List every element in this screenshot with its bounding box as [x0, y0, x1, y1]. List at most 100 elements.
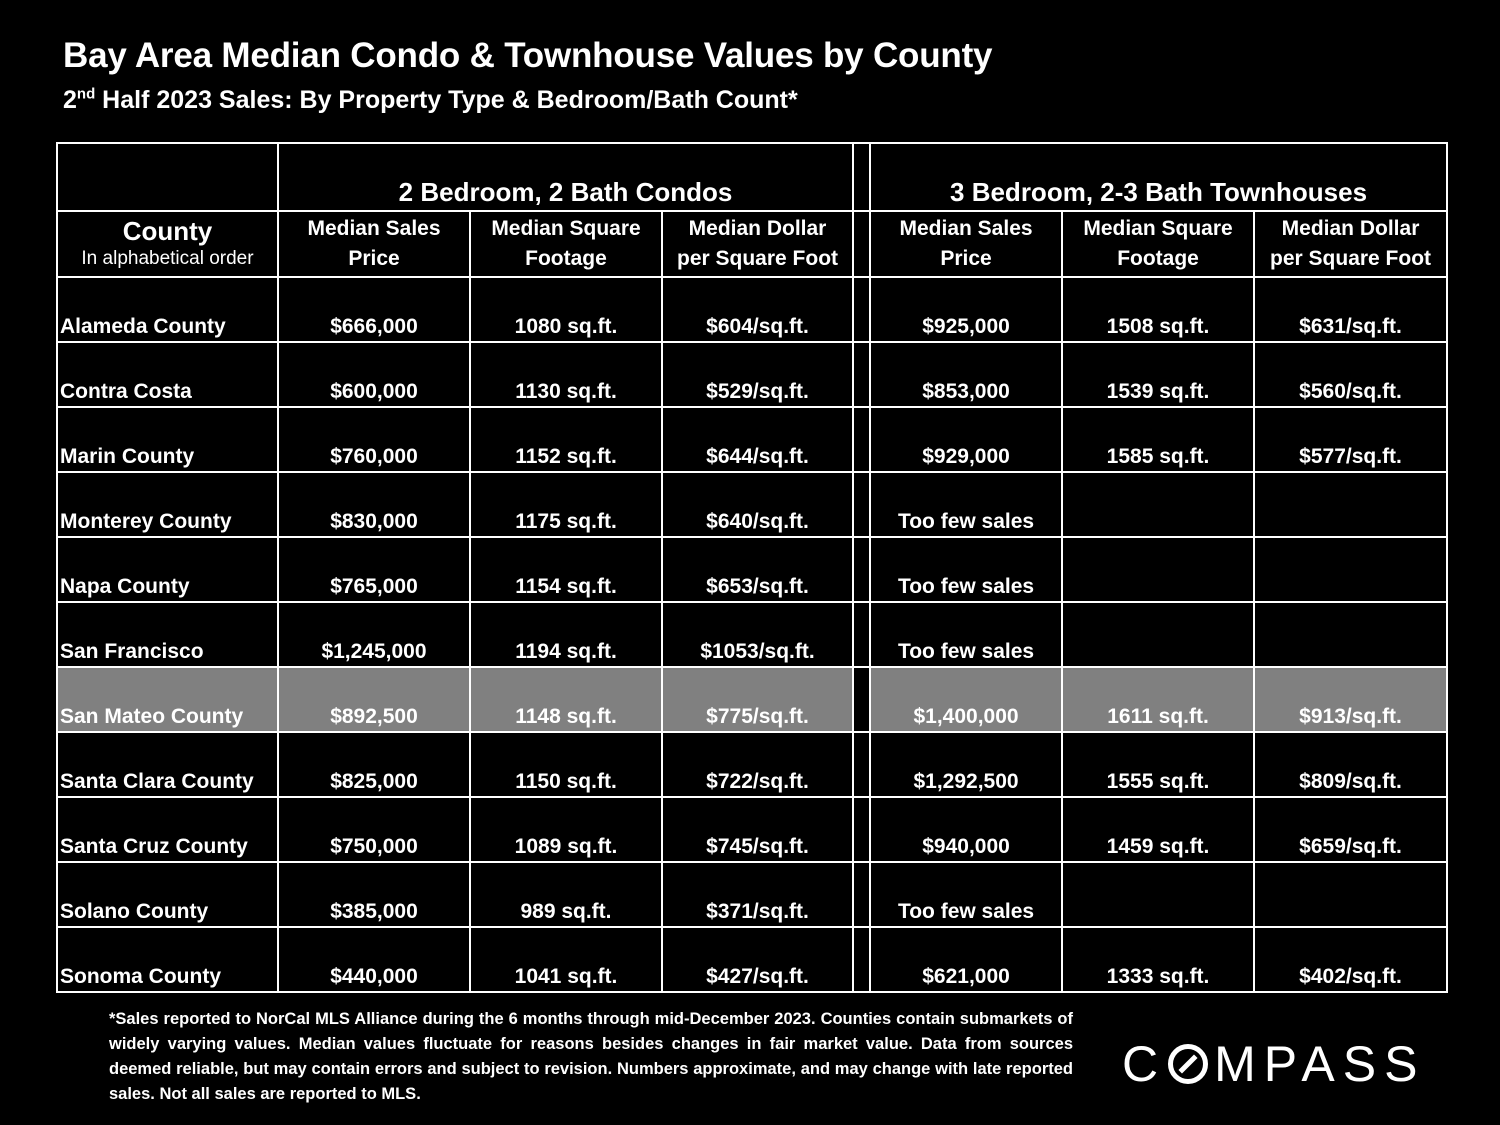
- row-townhouse-sqft-cell: [1061, 536, 1256, 603]
- row-condo-sqft-cell: 1150 sq.ft.: [469, 731, 663, 798]
- column-header-townhouse-ppsf: Median Dollar per Square Foot: [1253, 210, 1449, 278]
- column-separator: [852, 210, 872, 278]
- row-townhouse-ppsf-cell: $631/sq.ft.: [1253, 276, 1449, 343]
- table-row: Monterey County $830,000 1175 sq.ft. $640/s…: [56, 471, 1449, 538]
- table-row: Marin County $760,000 1152 sq.ft. $644/sq.f…: [56, 406, 1449, 473]
- row-county-cell: Alameda County: [56, 276, 279, 343]
- row-townhouse-sqft-cell: [1061, 601, 1256, 668]
- row-townhouse-sqft-cell: 1508 sq.ft.: [1061, 276, 1256, 343]
- row-separator: [852, 926, 872, 993]
- row-townhouse-price-cell: $940,000: [869, 796, 1064, 863]
- column-header-line1: Median Sales: [899, 217, 1033, 240]
- row-townhouse-ppsf-cell: $560/sq.ft.: [1253, 341, 1449, 408]
- table-row: Napa County $765,000 1154 sq.ft. $653/sq.ft…: [56, 536, 1449, 603]
- group-header-condos: 2 Bedroom, 2 Bath Condos: [276, 142, 855, 212]
- logo-letters-mpass: MPASS: [1214, 1036, 1426, 1092]
- column-header-line1: Median Square: [491, 217, 641, 240]
- row-townhouse-ppsf-cell: [1253, 536, 1449, 603]
- row-separator: [852, 861, 872, 928]
- row-condo-sqft-cell: 1194 sq.ft.: [469, 601, 663, 668]
- row-county-cell: San Mateo County: [56, 666, 279, 733]
- row-condo-price-cell: $600,000: [277, 341, 471, 408]
- row-townhouse-price-cell: Too few sales: [869, 861, 1064, 928]
- row-separator: [852, 341, 872, 408]
- column-header-line1: Median Dollar: [688, 217, 827, 240]
- row-condo-price-cell: $1,245,000: [277, 601, 471, 668]
- row-condo-price-cell: $765,000: [277, 536, 471, 603]
- row-county-cell: Marin County: [56, 406, 279, 473]
- row-condo-ppsf-cell: $745/sq.ft.: [660, 796, 855, 863]
- row-townhouse-ppsf-cell: $809/sq.ft.: [1253, 731, 1449, 798]
- row-separator: [852, 601, 872, 668]
- table-row: Santa Cruz County $750,000 1089 sq.ft. $745…: [56, 796, 1449, 863]
- row-townhouse-sqft-cell: 1555 sq.ft.: [1061, 731, 1256, 798]
- row-separator: [852, 536, 872, 603]
- row-townhouse-sqft-cell: 1459 sq.ft.: [1061, 796, 1256, 863]
- row-condo-price-cell: $750,000: [277, 796, 471, 863]
- subtitle-ordinal-suffix: nd: [76, 85, 96, 103]
- column-header-line2: Footage: [525, 247, 607, 270]
- row-townhouse-ppsf-cell: [1253, 861, 1449, 928]
- county-values-table: 2 Bedroom, 2 Bath Condos 3 Bedroom, 2-3 …: [56, 142, 1449, 993]
- row-condo-sqft-cell: 1089 sq.ft.: [469, 796, 663, 863]
- column-header-townhouse-sqft: Median Square Footage: [1061, 210, 1256, 278]
- row-townhouse-price-cell: $929,000: [869, 406, 1064, 473]
- column-header-line2: per Square Foot: [1270, 247, 1432, 270]
- row-condo-price-cell: $666,000: [277, 276, 471, 343]
- row-condo-price-cell: $830,000: [277, 471, 471, 538]
- row-condo-price-cell: $892,500: [277, 666, 471, 733]
- row-condo-sqft-cell: 989 sq.ft.: [469, 861, 663, 928]
- row-townhouse-ppsf-cell: $659/sq.ft.: [1253, 796, 1449, 863]
- row-separator: [852, 731, 872, 798]
- page-subtitle: 2nd Half 2023 Sales: By Property Type & …: [63, 86, 798, 115]
- column-header-line2: per Square Foot: [677, 247, 839, 270]
- group-header-row: 2 Bedroom, 2 Bath Condos 3 Bedroom, 2-3 …: [56, 142, 1449, 212]
- column-header-row: County In alphabetical order Median Sale…: [56, 210, 1449, 278]
- table-row: Solano County $385,000 989 sq.ft. $371/sq.f…: [56, 861, 1449, 928]
- table-row: San Mateo County $892,500 1148 sq.ft. $775/…: [56, 666, 1449, 733]
- row-townhouse-price-cell: Too few sales: [869, 601, 1064, 668]
- row-county-cell: Napa County: [56, 536, 279, 603]
- logo-letter-c: C: [1122, 1036, 1167, 1092]
- row-townhouse-ppsf-cell: $913/sq.ft.: [1253, 666, 1449, 733]
- row-townhouse-price-cell: $1,292,500: [869, 731, 1064, 798]
- county-header-label: County: [122, 216, 213, 246]
- compass-logo: C MPASS: [1122, 1035, 1425, 1093]
- row-condo-sqft-cell: 1154 sq.ft.: [469, 536, 663, 603]
- row-county-cell: Solano County: [56, 861, 279, 928]
- row-separator: [852, 471, 872, 538]
- row-townhouse-sqft-cell: [1061, 471, 1256, 538]
- table-row: San Francisco $1,245,000 1194 sq.ft. $1053/…: [56, 601, 1449, 668]
- column-header-line1: Median Sales: [307, 217, 441, 240]
- row-condo-sqft-cell: 1130 sq.ft.: [469, 341, 663, 408]
- row-townhouse-sqft-cell: 1539 sq.ft.: [1061, 341, 1256, 408]
- row-townhouse-price-cell: $621,000: [869, 926, 1064, 993]
- row-separator: [852, 276, 872, 343]
- group-separator: [852, 142, 872, 212]
- group-header-townhouses: 3 Bedroom, 2-3 Bath Townhouses: [869, 142, 1449, 212]
- row-condo-ppsf-cell: $644/sq.ft.: [660, 406, 855, 473]
- row-condo-price-cell: $385,000: [277, 861, 471, 928]
- column-header-condo-price: Median Sales Price: [277, 210, 471, 278]
- table-row: Contra Costa $600,000 1130 sq.ft. $529/sq.f…: [56, 341, 1449, 408]
- row-condo-ppsf-cell: $640/sq.ft.: [660, 471, 855, 538]
- column-header-line1: Median Dollar: [1281, 217, 1420, 240]
- row-townhouse-ppsf-cell: $402/sq.ft.: [1253, 926, 1449, 993]
- page-title: Bay Area Median Condo & Townhouse Values…: [63, 36, 993, 75]
- table-row: Alameda County $666,000 1080 sq.ft. $604/sq…: [56, 276, 1449, 343]
- row-townhouse-sqft-cell: 1611 sq.ft.: [1061, 666, 1256, 733]
- row-separator: [852, 796, 872, 863]
- row-condo-sqft-cell: 1148 sq.ft.: [469, 666, 663, 733]
- row-county-cell: Contra Costa: [56, 341, 279, 408]
- row-townhouse-ppsf-cell: [1253, 601, 1449, 668]
- row-condo-ppsf-cell: $604/sq.ft.: [660, 276, 855, 343]
- row-condo-ppsf-cell: $529/sq.ft.: [660, 341, 855, 408]
- row-condo-ppsf-cell: $653/sq.ft.: [660, 536, 855, 603]
- row-condo-ppsf-cell: $1053/sq.ft.: [660, 601, 855, 668]
- column-header-condo-ppsf: Median Dollar per Square Foot: [660, 210, 855, 278]
- row-townhouse-sqft-cell: [1061, 861, 1256, 928]
- table-row: Santa Clara County $825,000 1150 sq.ft. $72…: [56, 731, 1449, 798]
- row-condo-price-cell: $440,000: [277, 926, 471, 993]
- row-county-cell: San Francisco: [56, 601, 279, 668]
- column-header-line2: Footage: [1117, 247, 1199, 270]
